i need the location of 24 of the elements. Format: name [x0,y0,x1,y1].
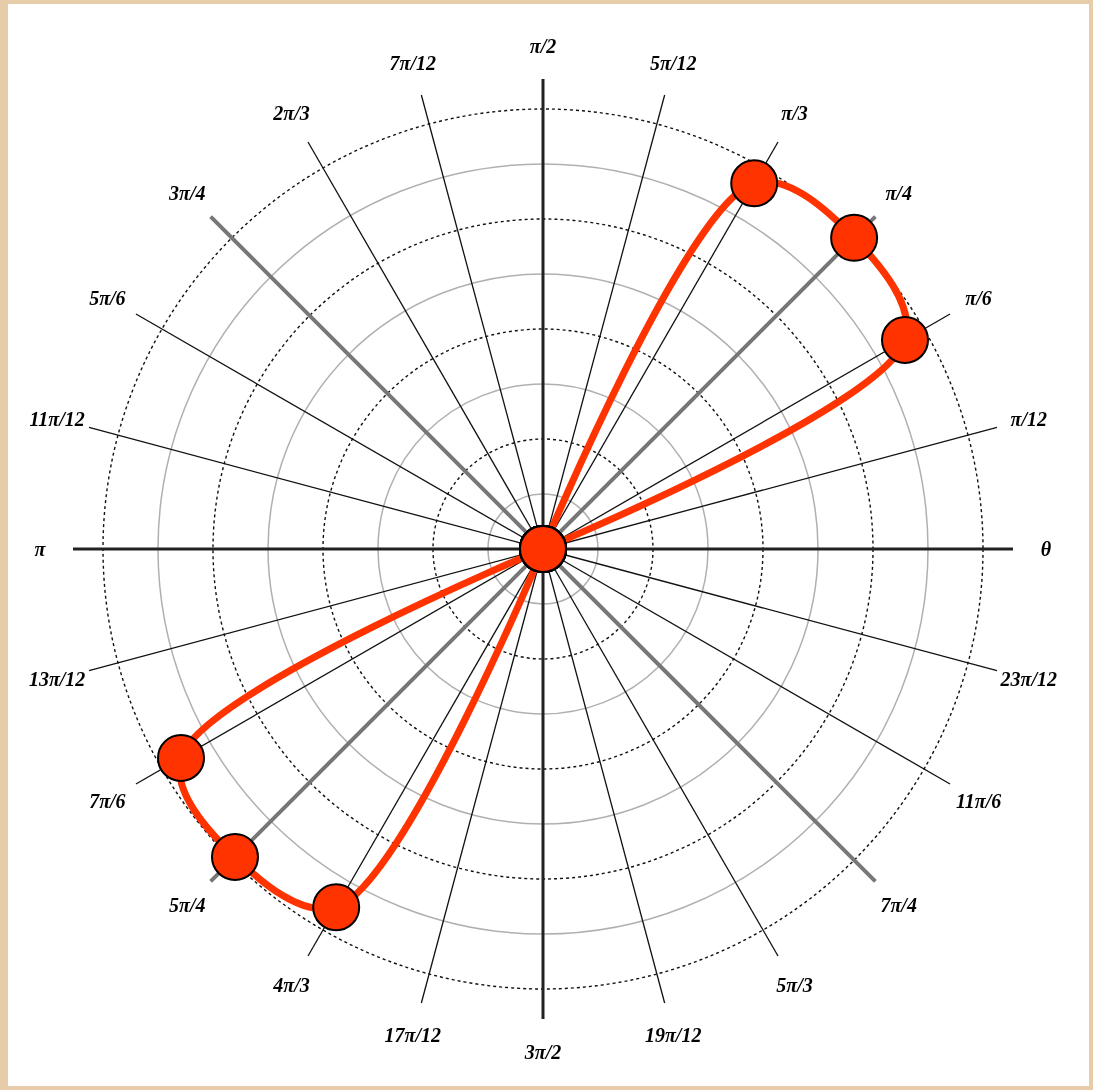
spoke-label: π/12 [1010,407,1048,430]
spoke-label: θ [1040,538,1052,560]
spoke-label: 5π/12 [649,52,697,75]
spoke-label: 3π/4 [168,182,206,205]
spoke-label: 23π/12 [999,668,1058,691]
spoke-label: 19π/12 [644,1023,702,1046]
spoke-label: 7π/12 [389,52,437,75]
spoke-label: π/3 [781,102,808,125]
spoke-label: 7π/6 [89,789,126,812]
spoke-label: 3π/2 [523,1041,562,1063]
spoke-label: 5π/4 [169,893,206,916]
spoke-label: 7π/4 [880,893,917,916]
spoke-label: π/6 [965,286,992,309]
spoke-label: π/2 [529,35,557,57]
spoke-label: π/4 [885,182,912,205]
spoke-label: 5π/3 [776,973,813,996]
spoke-label: 11π/12 [29,407,85,430]
spoke-label: 13π/12 [28,668,86,691]
spoke-label: 11π/6 [955,789,1002,812]
spoke-label: π [34,538,47,560]
spoke-label: 5π/6 [89,286,126,309]
spoke-label: 2π/3 [272,102,310,125]
spoke-label: 4π/3 [272,973,310,996]
spoke-label: 17π/12 [384,1023,442,1046]
